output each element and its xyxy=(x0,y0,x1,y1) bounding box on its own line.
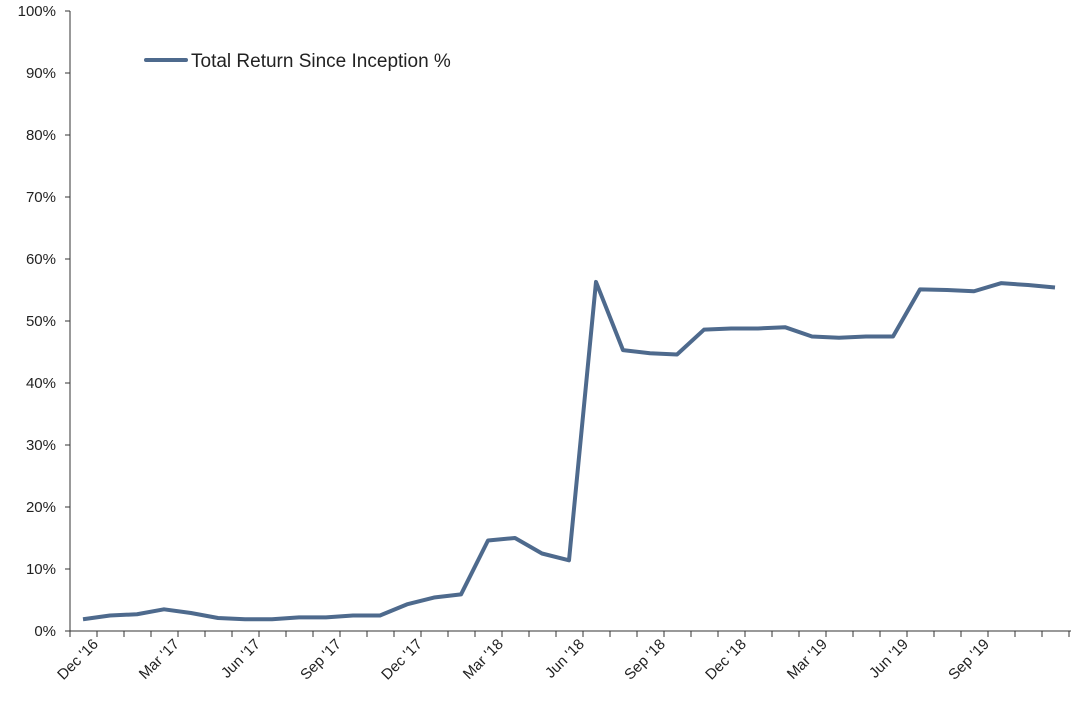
y-tick-label: 10% xyxy=(26,561,56,578)
x-tick-label: Jun '19 xyxy=(866,636,912,682)
x-tick-label: Mar '18 xyxy=(460,636,507,683)
y-tick-label: 0% xyxy=(34,623,56,640)
y-tick-label: 20% xyxy=(26,499,56,516)
x-tick-label: Dec '17 xyxy=(378,636,426,684)
y-tick-label: 50% xyxy=(26,313,56,330)
x-tick-label: Dec '18 xyxy=(702,636,750,684)
y-tick-label: 40% xyxy=(26,375,56,392)
x-tick-label: Jun '17 xyxy=(218,636,264,682)
x-tick-label: Sep '18 xyxy=(621,636,669,684)
y-tick-label: 60% xyxy=(26,251,56,268)
y-tick-label: 90% xyxy=(26,65,56,82)
line xyxy=(82,279,1056,622)
x-tick-label: Mar '17 xyxy=(136,636,183,683)
x-tick-label: Dec '16 xyxy=(54,636,102,684)
legend-label: Total Return Since Inception % xyxy=(191,51,451,72)
x-tick-label: Jun '18 xyxy=(542,636,588,682)
y-tick-label: 80% xyxy=(26,127,56,144)
x-tick-label: Mar '19 xyxy=(784,636,831,683)
y-tick-label: 30% xyxy=(26,437,56,454)
x-tick-label: Sep '19 xyxy=(945,636,993,684)
y-tick-label: 70% xyxy=(26,189,56,206)
x-tick-label: Sep '17 xyxy=(297,636,345,684)
y-tick-label: 100% xyxy=(18,3,56,20)
